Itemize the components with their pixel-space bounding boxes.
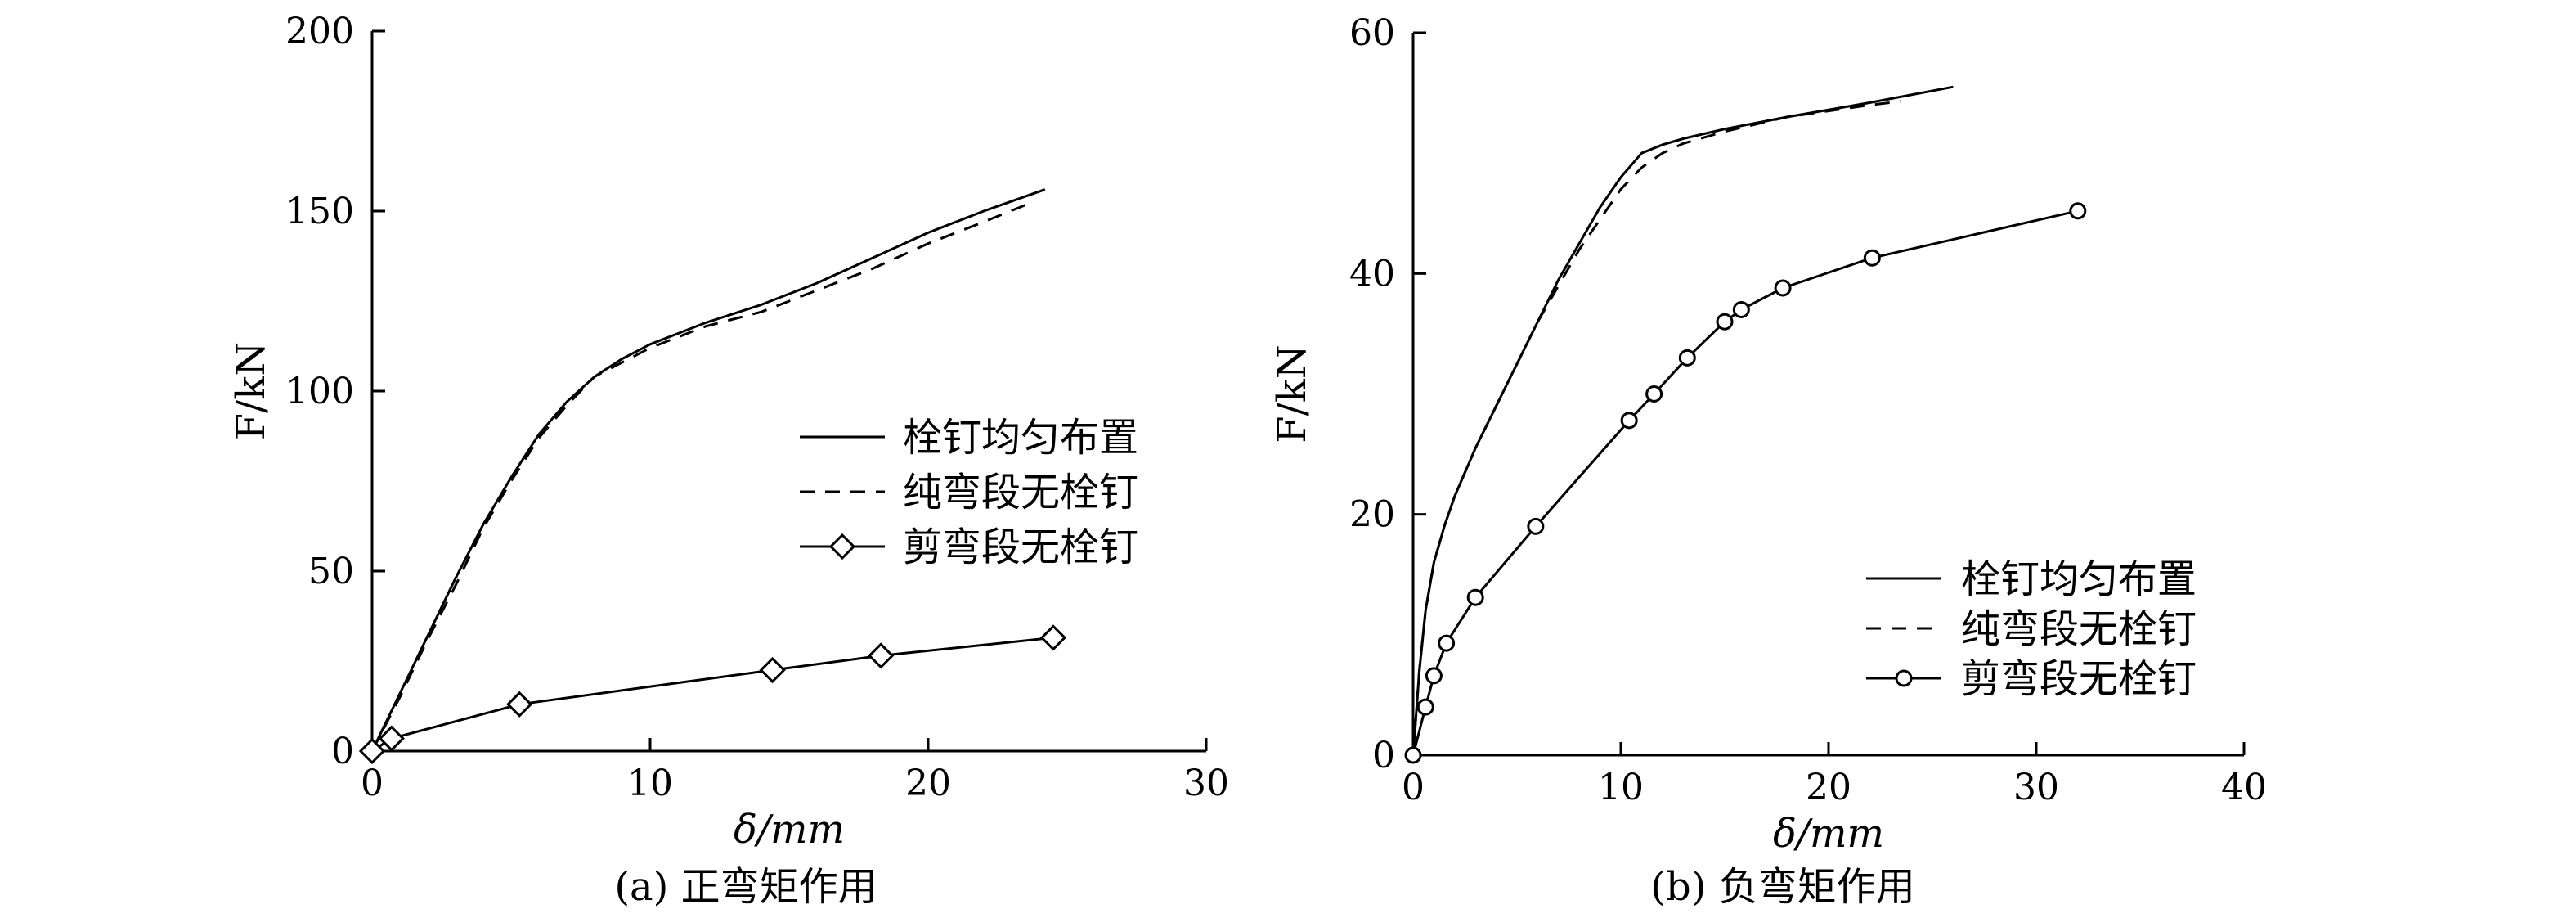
chart-b-legend: 栓钉均匀布置 纯弯段无栓钉 剪弯段无栓钉	[1866, 556, 2197, 702]
chart-a-series-2-line	[370, 202, 1029, 752]
chart-b-y-tick-label: 60	[1349, 12, 1395, 54]
chart-a-caption: (a) 正弯矩作用	[614, 864, 877, 910]
chart-b-series-3-point	[1620, 412, 1638, 430]
chart-b-x-tick-label: 0	[1402, 767, 1425, 808]
chart-a-legend-label-1: 栓钉均匀布置	[903, 415, 1138, 461]
chart-b-series-3-point	[1425, 667, 1443, 685]
chart-a-y-tick-label: 0	[331, 731, 354, 772]
chart-b-negative-moment: 0 10 20 30 40 0 20 40 60 δ/mm F/kN 栓钉均匀布置 纯弯段无栓钉 剪…	[1269, 12, 2267, 910]
chart-b-y-tick-label: 20	[1349, 494, 1395, 536]
chart-a-series-3-line	[371, 636, 1054, 753]
chart-b-x-tick-label: 20	[1806, 767, 1851, 808]
chart-a-legend-entry-3: 剪弯段无栓钉	[800, 524, 1138, 570]
chart-b-x-tick-label: 40	[2221, 767, 2267, 808]
chart-a-legend-diamond-marker	[828, 533, 856, 560]
chart-b-plot-area: 0 10 20 30 40 0 20 40 60 δ/mm F/kN	[1269, 12, 2267, 857]
chart-b-series-1-line	[1411, 85, 1954, 756]
chart-a-series-3-point	[868, 642, 895, 669]
chart-a-series-3-point	[358, 737, 386, 765]
chart-b-y-tick-label: 0	[1372, 735, 1395, 776]
chart-b-series-2-line	[1411, 100, 1902, 756]
chart-b-series-3-point	[1404, 746, 1422, 764]
chart-a-series-3-point	[506, 691, 533, 718]
chart-b-legend-entry-1: 栓钉均匀布置	[1866, 556, 2197, 602]
chart-b-series-3-point	[1438, 634, 1456, 652]
chart-b-series-3-point	[1416, 698, 1434, 716]
chart-a-y-tick-label: 50	[308, 551, 354, 592]
chart-a-x-axis-label: δ/mm	[734, 807, 845, 853]
chart-a-y-axis-label: F/kN	[228, 342, 274, 441]
chart-b-x-tick-label: 10	[1598, 767, 1644, 808]
chart-a-series-1-line	[370, 188, 1046, 752]
chart-a-y-tick-label: 200	[285, 11, 354, 52]
chart-a-x-tick-label: 10	[627, 763, 673, 804]
chart-b-y-tick-label: 40	[1349, 253, 1395, 295]
chart-b-y-axis-label: F/kN	[1269, 344, 1315, 443]
chart-a-x-tick-label: 20	[905, 763, 951, 804]
chart-a-y-tick-label: 100	[285, 371, 354, 412]
chart-b-legend-label-1: 栓钉均匀布置	[1961, 556, 2197, 602]
chart-a-series-3-point	[378, 725, 405, 752]
chart-b-series-3-point	[1863, 249, 1881, 267]
chart-b-legend-label-2: 纯弯段无栓钉	[1961, 606, 2197, 652]
chart-b-series-3-point	[1678, 349, 1696, 367]
chart-b-legend-label-3: 剪弯段无栓钉	[1961, 656, 2197, 702]
chart-b-x-tick-label: 30	[2013, 767, 2059, 808]
chart-b-legend-circle-marker	[1895, 669, 1913, 687]
chart-a-series-3-point	[1039, 624, 1067, 651]
chart-a-legend-label-2: 纯弯段无栓钉	[903, 470, 1138, 515]
chart-a-plot-area: 0 10 20 30 0 50 100 150 200 δ/mm F/kN	[228, 11, 1229, 853]
chart-b-series-3-point	[1645, 385, 1663, 403]
chart-b-legend-entry-3: 剪弯段无栓钉	[1866, 656, 2197, 702]
chart-b-caption: (b) 负弯矩作用	[1650, 864, 1914, 910]
chart-b-series-3-point	[2069, 202, 2087, 220]
chart-b-series-3-point	[1716, 313, 1734, 331]
chart-a-legend: 栓钉均匀布置 纯弯段无栓钉 剪弯段无栓钉	[800, 415, 1138, 570]
chart-b-series-3-point	[1527, 517, 1545, 535]
chart-b-x-axis-label: δ/mm	[1773, 811, 1884, 857]
chart-a-x-tick-label: 0	[361, 763, 384, 804]
chart-a-legend-label-3: 剪弯段无栓钉	[903, 524, 1138, 570]
chart-a-legend-entry-2: 纯弯段无栓钉	[800, 470, 1138, 515]
chart-a-legend-entry-1: 栓钉均匀布置	[800, 415, 1138, 461]
chart-a-y-tick-label: 150	[285, 191, 354, 232]
chart-b-series-3-point	[1774, 279, 1792, 297]
chart-b-legend-entry-2: 纯弯段无栓钉	[1866, 606, 2197, 652]
chart-a-series-3-point	[759, 656, 786, 684]
chart-b-series-3-point	[1732, 300, 1750, 318]
chart-a-x-tick-label: 30	[1183, 763, 1229, 804]
chart-a-positive-moment: 0 10 20 30 0 50 100 150 200 δ/mm F/kN 栓钉均匀布置 纯弯段无栓…	[228, 11, 1229, 910]
chart-b-series-3-point	[1466, 588, 1484, 606]
